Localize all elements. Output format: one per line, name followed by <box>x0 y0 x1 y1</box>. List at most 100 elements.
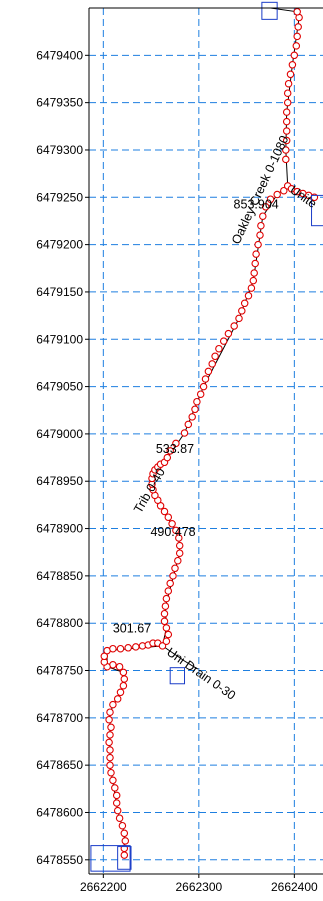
data-point <box>115 662 124 671</box>
data-point <box>163 453 172 462</box>
data-point <box>282 127 291 135</box>
axes: 6478550 6478600 6478650 6478700 6478750 64788… <box>36 7 323 894</box>
data-point <box>164 513 173 521</box>
data-point <box>105 715 113 724</box>
data-point <box>166 447 174 455</box>
data-point <box>175 549 184 557</box>
data-point <box>158 642 167 650</box>
data-point <box>174 556 182 565</box>
x-tick-label: 2662400 <box>271 880 318 894</box>
data-point <box>283 98 292 107</box>
y-tick-label: 6478950 <box>36 474 83 488</box>
data-point <box>112 799 121 807</box>
data-point <box>119 681 128 690</box>
data-point <box>294 23 302 31</box>
data-point <box>106 746 114 754</box>
data-point <box>273 190 281 199</box>
structure-box <box>117 846 132 870</box>
data-point <box>188 413 196 421</box>
data-point <box>292 42 301 50</box>
data-point <box>208 360 216 368</box>
data-point <box>196 390 205 398</box>
data-point <box>282 146 290 154</box>
annotation-label: Uni Drain 0-30 <box>164 645 238 703</box>
data-point <box>184 420 193 429</box>
data-point <box>247 284 256 292</box>
y-tick-label: 6478550 <box>36 853 83 867</box>
y-tick-label: 6478750 <box>36 664 83 678</box>
data-point <box>282 136 291 145</box>
data-point <box>238 307 246 315</box>
y-tick-label: 6479000 <box>36 427 83 441</box>
data-point <box>204 367 213 376</box>
y-tick-label: 6478850 <box>36 569 83 583</box>
data-point <box>283 89 292 97</box>
data-point <box>106 753 114 762</box>
data-point <box>124 644 132 652</box>
data-point <box>172 439 180 448</box>
data-point <box>162 594 171 603</box>
data-point <box>249 276 258 285</box>
data-point <box>293 8 301 16</box>
x-tick-label: 2662200 <box>80 880 127 894</box>
data-point <box>161 602 170 610</box>
data-point <box>266 195 275 203</box>
data-point <box>118 821 127 830</box>
y-tick-label: 6479250 <box>36 190 83 204</box>
reach-line <box>106 185 289 856</box>
data-point <box>162 637 171 645</box>
data-point <box>219 337 228 345</box>
data-point <box>116 644 125 653</box>
data-point <box>162 624 171 632</box>
data-point <box>169 572 177 580</box>
data-point <box>119 668 128 677</box>
data-point <box>259 212 267 220</box>
data-point <box>100 652 109 661</box>
annotation-label: 490.478 <box>150 525 195 539</box>
data-point <box>257 221 265 230</box>
data-point <box>290 51 299 60</box>
data-point <box>235 314 243 323</box>
y-tick-label: 6478800 <box>36 616 83 630</box>
data-point <box>199 382 208 391</box>
data-point <box>215 344 223 353</box>
data-point <box>250 269 258 277</box>
data-point <box>121 837 130 845</box>
annotation-label: 853.904 <box>234 198 279 212</box>
data-point <box>284 79 293 88</box>
data-point <box>106 731 114 739</box>
data-point <box>193 397 201 406</box>
annotation-label: 301.67 <box>113 622 151 636</box>
data-point <box>224 329 233 338</box>
data-point <box>256 231 264 239</box>
data-point <box>113 806 122 815</box>
data-point <box>286 70 295 79</box>
y-tick-label: 6479400 <box>36 48 83 62</box>
data-point <box>160 609 169 618</box>
cross-section-points <box>100 8 319 859</box>
y-tick-label: 6479150 <box>36 285 83 299</box>
data-point <box>109 700 117 709</box>
x-tick-label: 2662300 <box>175 880 222 894</box>
data-point <box>230 322 238 330</box>
y-tick-label: 6479100 <box>36 332 83 346</box>
data-point <box>211 352 219 361</box>
data-point <box>168 520 176 528</box>
reach-line <box>162 645 198 670</box>
data-point <box>282 117 291 126</box>
data-point <box>166 579 174 588</box>
annotation-label: 533.87 <box>156 442 194 456</box>
data-point <box>112 791 121 800</box>
y-tick-label: 6478650 <box>36 758 83 772</box>
reach-lines <box>106 7 315 856</box>
data-point <box>175 541 184 550</box>
data-point <box>201 375 210 383</box>
structure-box <box>311 194 323 227</box>
data-point <box>164 630 173 639</box>
data-point <box>282 108 291 116</box>
data-point <box>280 186 288 195</box>
data-point <box>109 776 117 785</box>
annotation-label: Unite <box>287 183 319 211</box>
